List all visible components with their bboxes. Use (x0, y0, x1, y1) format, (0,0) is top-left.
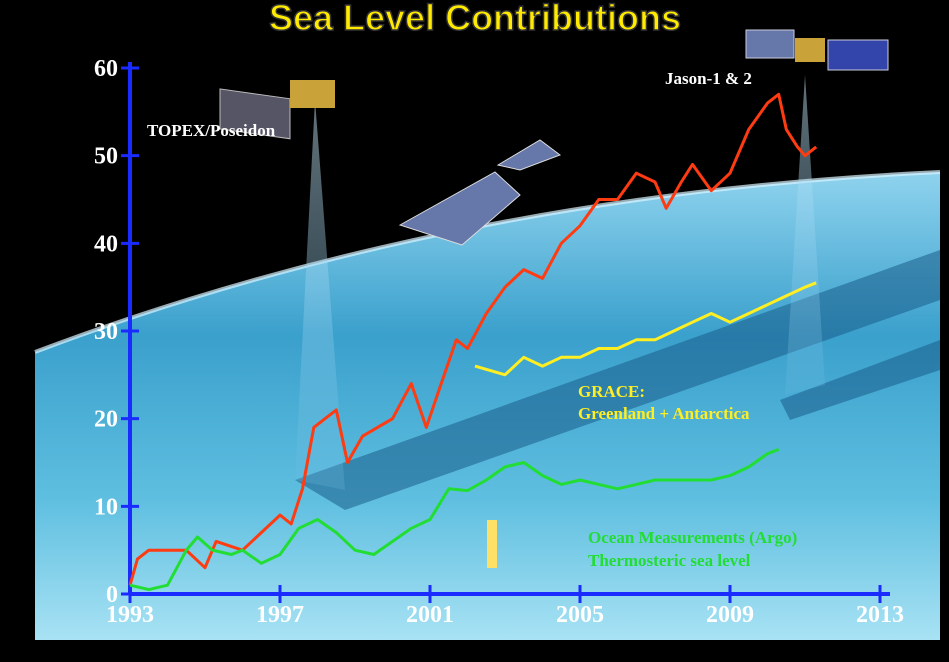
series-line (128, 92, 818, 586)
annotation: Greenland + Antarctica (578, 404, 750, 423)
x-tick-label: 1993 (106, 602, 154, 628)
y-tick-label: 30 (94, 319, 118, 345)
series-line (474, 281, 817, 377)
y-tick-label: 10 (94, 494, 118, 520)
x-tick-label: 2005 (556, 602, 604, 628)
annotation: TOPEX/Poseidon (147, 121, 276, 140)
x-tick-label: 2013 (856, 602, 904, 628)
series-line (129, 447, 780, 592)
beam (785, 75, 825, 395)
annotation: GRACE: (578, 382, 645, 401)
earth (35, 172, 940, 640)
y-tick-label: 20 (94, 407, 118, 433)
annotation: Thermosteric sea level (588, 551, 751, 570)
beam (295, 100, 345, 490)
y-tick-label: 40 (94, 231, 118, 257)
x-tick-label: 2009 (706, 602, 754, 628)
annotation: Jason-1 & 2 (665, 69, 752, 88)
chart-title: Sea Level Contributions (269, 0, 681, 38)
ground-track (295, 250, 940, 510)
satellite (219, 29, 889, 568)
y-tick-label: 60 (94, 56, 118, 82)
annotation: Ocean Measurements (Argo) (588, 528, 797, 547)
ground-track (780, 340, 940, 420)
x-tick-label: 2001 (406, 602, 454, 628)
y-tick-label: 0 (106, 582, 118, 608)
y-tick-label: 50 (94, 144, 118, 170)
x-tick-label: 1997 (256, 602, 304, 628)
